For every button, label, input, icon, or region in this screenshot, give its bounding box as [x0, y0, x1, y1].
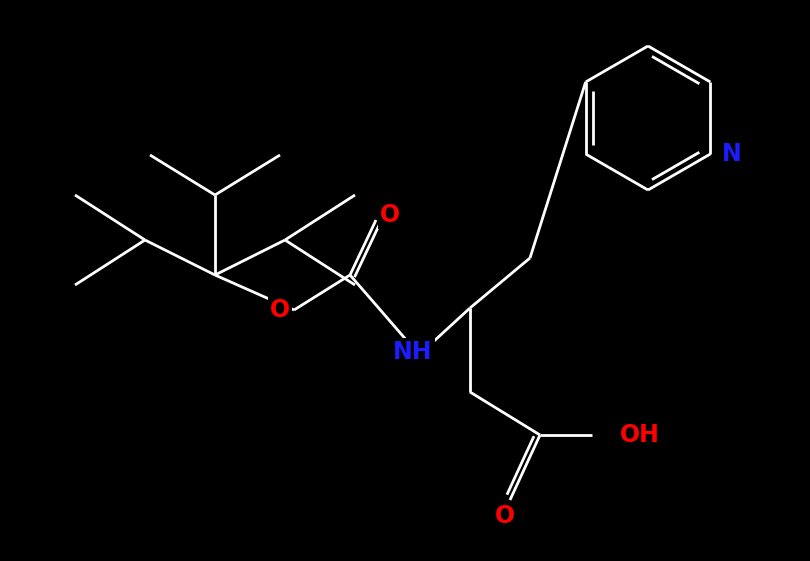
Text: O: O	[380, 203, 400, 227]
Text: OH: OH	[620, 423, 660, 447]
Text: O: O	[495, 504, 515, 528]
Text: N: N	[723, 142, 742, 166]
Text: O: O	[270, 298, 290, 322]
Text: NH: NH	[393, 340, 433, 364]
